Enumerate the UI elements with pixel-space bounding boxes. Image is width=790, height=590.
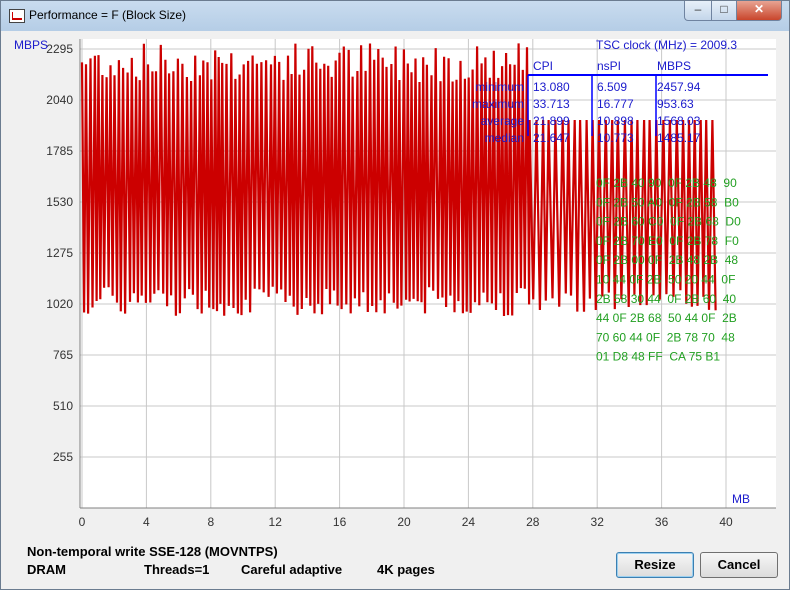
stats-value: 953.63	[657, 97, 694, 111]
stats-value: 33.713	[533, 97, 570, 111]
stats-value: 13.080	[533, 80, 570, 94]
stats-row-label: minimum	[475, 80, 524, 94]
x-tick-label: 40	[719, 515, 733, 529]
stats-row-label: maximum	[472, 97, 524, 111]
hex-dump-line: 44 0F 2B 68 50 44 0F 2B	[596, 311, 737, 325]
stats-value: 10.898	[597, 114, 634, 128]
stats-column-header: CPI	[533, 59, 553, 73]
x-tick-label: 4	[143, 515, 150, 529]
y-tick-label: 2295	[46, 42, 73, 56]
x-tick-label: 32	[591, 515, 605, 529]
maximize-button[interactable]: □	[711, 1, 737, 21]
hex-dump-line: 01 D8 48 FF CA 75 B1	[596, 350, 720, 364]
y-tick-label: 510	[53, 399, 73, 413]
measurement-mode: Careful adaptive	[241, 562, 343, 577]
y-tick-label: 1785	[46, 144, 73, 158]
hex-dump-line: 10 44 0F 2B 50 20 44 0F	[596, 273, 735, 287]
y-axis-label: MBPS	[14, 38, 48, 52]
minimize-button[interactable]: –	[684, 1, 712, 21]
cancel-button[interactable]: Cancel	[700, 552, 778, 578]
tsc-clock-label: TSC clock (MHz) = 2009.3	[596, 38, 737, 52]
hex-dump-line: 0F 2B 50 A0 0F 2B 58 B0	[596, 195, 739, 209]
stats-value: 10.773	[597, 131, 634, 145]
stats-row-label: average	[481, 114, 525, 128]
y-tick-label: 1020	[46, 297, 73, 311]
x-tick-label: 12	[269, 515, 283, 529]
hex-dump-line: 0F 2B 60 C0 0F 2B 68 D0	[596, 215, 741, 229]
x-tick-label: 8	[207, 515, 214, 529]
x-tick-label: 20	[397, 515, 411, 529]
y-tick-label: 1275	[46, 246, 73, 260]
stats-value: 21.647	[533, 131, 570, 145]
y-tick-label: 2040	[46, 93, 73, 107]
stats-column-header: nsPI	[597, 59, 621, 73]
stats-row-label: median	[485, 131, 524, 145]
stats-value: 6.509	[597, 80, 627, 94]
close-button[interactable]: ✕	[736, 1, 782, 21]
hex-dump-line: 2B 58 30 44 0F 2B 60 40	[596, 292, 736, 306]
title-bar[interactable]: Performance = F (Block Size) – □ ✕	[1, 1, 789, 31]
memory-type: DRAM	[27, 562, 66, 577]
x-axis-label: MB	[732, 492, 750, 506]
window-title: Performance = F (Block Size)	[29, 8, 187, 22]
stats-value: 21.899	[533, 114, 570, 128]
y-tick-label: 255	[53, 450, 73, 464]
x-tick-label: 36	[655, 515, 669, 529]
resize-button[interactable]: Resize	[616, 552, 694, 578]
series-line	[80, 43, 717, 317]
stats-value: 1485.17	[657, 131, 701, 145]
stats-value: 1568.03	[657, 114, 701, 128]
y-tick-label: 765	[53, 348, 73, 362]
hex-dump-line: 0F 2B 40 90 0F 2B 48 90	[596, 176, 737, 190]
hex-dump-line: 70 60 44 0F 2B 78 70 48	[596, 330, 735, 344]
y-tick-label: 1530	[46, 195, 73, 209]
hex-dump-line: 0F 2B 00 0F 2B 48 2B 48	[596, 253, 738, 267]
x-tick-label: 0	[79, 515, 86, 529]
x-tick-label: 16	[333, 515, 347, 529]
stats-column-header: MBPS	[657, 59, 691, 73]
chart-app-icon	[9, 9, 25, 23]
page-size: 4K pages	[377, 562, 435, 577]
hex-dump-line: 0F 2B 70 E0 0F 2B 78 F0	[596, 234, 739, 248]
client-area: 255 510 765 1020 1275 1530 1785 2040 2295 0 4 8 12 16…	[8, 31, 784, 583]
test-description: Non-temporal write SSE-128 (MOVNTPS)	[27, 544, 278, 559]
thread-count: Threads=1	[144, 562, 210, 577]
stats-value: 16.777	[597, 97, 634, 111]
x-tick-label: 28	[526, 515, 540, 529]
stats-value: 2457.94	[657, 80, 701, 94]
x-tick-label: 24	[462, 515, 476, 529]
